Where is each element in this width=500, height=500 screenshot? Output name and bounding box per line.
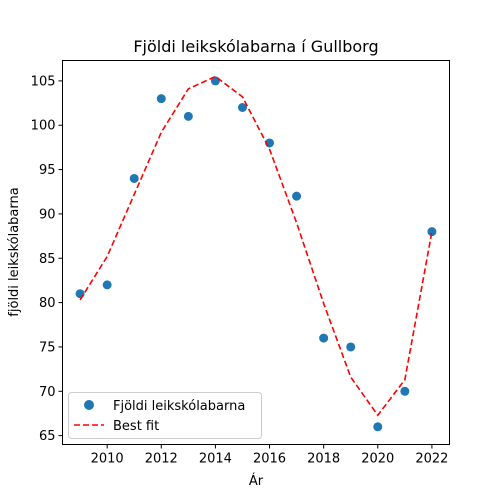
- x-tick-label: 2014: [199, 452, 232, 467]
- data-point: [346, 342, 356, 352]
- best-fit-line: [79, 75, 433, 417]
- plot-area: [75, 75, 437, 432]
- data-point: [156, 94, 166, 104]
- plot-frame: [62, 60, 450, 445]
- data-point: [400, 386, 410, 396]
- x-tick-label: 2020: [361, 452, 394, 467]
- x-axis-label: Ár: [249, 473, 264, 489]
- y-tick-label: 80: [39, 296, 56, 311]
- data-point: [129, 173, 139, 183]
- x-tick-label: 2016: [253, 452, 286, 467]
- y-tick-label: 90: [39, 207, 56, 222]
- legend-label-scatter: Fjöldi leikskólabarna: [113, 399, 245, 414]
- legend-label-best-fit: Best fit: [113, 419, 159, 434]
- y-tick-label: 65: [39, 429, 56, 444]
- y-axis-ticks: 65 70 75 80 85 90 95 100 105: [31, 74, 63, 444]
- x-tick-label: 2012: [145, 452, 178, 467]
- chart-title: Fjöldi leikskólabarna í Gullborg: [133, 37, 378, 56]
- x-tick-label: 2022: [415, 452, 448, 467]
- data-point: [75, 289, 85, 299]
- y-tick-label: 75: [39, 340, 56, 355]
- y-tick-label: 70: [39, 385, 56, 400]
- data-point: [373, 422, 383, 432]
- data-point: [183, 111, 193, 121]
- data-point: [292, 191, 302, 201]
- y-tick-label: 95: [39, 163, 56, 178]
- legend-box: [68, 392, 262, 439]
- x-tick-label: 2018: [307, 452, 340, 467]
- y-axis-label: fjöldi leikskólabarna: [7, 187, 22, 316]
- data-point: [102, 280, 112, 290]
- data-point: [427, 227, 437, 237]
- y-tick-label: 85: [39, 252, 56, 267]
- legend-marker-scatter: [84, 400, 94, 410]
- legend: Fjöldi leikskólabarna Best fit: [68, 392, 262, 439]
- y-tick-label: 100: [31, 119, 56, 134]
- data-point: [237, 103, 247, 113]
- y-tick-label: 105: [31, 74, 56, 89]
- x-axis-ticks: 2010 2012 2014 2016 2018 2020 2022: [91, 444, 448, 467]
- data-point: [319, 333, 329, 343]
- x-tick-label: 2010: [91, 452, 124, 467]
